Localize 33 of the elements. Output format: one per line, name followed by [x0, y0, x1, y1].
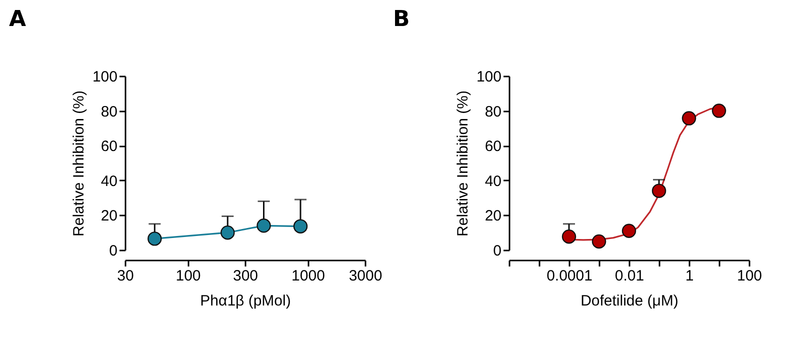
x-tick-label: 1000	[292, 268, 325, 284]
point	[592, 234, 606, 249]
x-tick-label: 1	[685, 268, 694, 284]
x-tick-label: 30	[117, 268, 134, 284]
x-tick-label: 300	[232, 268, 258, 284]
y-tick-label: 40	[484, 172, 502, 190]
point	[622, 224, 636, 238]
chart-title: A	[8, 7, 26, 32]
y-axis-title: Relative Inhibition (%)	[70, 90, 88, 236]
y-tick-label: 100	[476, 68, 502, 86]
x-axis-title: Phα1β (pMol)	[200, 292, 291, 310]
chart-title: B	[392, 7, 410, 32]
point	[562, 229, 576, 244]
y-tick-label: 40	[100, 172, 118, 190]
y-tick-label: 80	[484, 103, 502, 120]
y-tick-label: 60	[100, 138, 118, 156]
x-tick-label: 100	[176, 268, 201, 284]
y-tick-label: 0	[109, 242, 118, 260]
y-tick-label: 0	[493, 242, 502, 260]
x-tick-label: 100	[736, 268, 762, 284]
y-tick-label: 20	[100, 208, 118, 225]
y-tick-label: 100	[92, 68, 118, 86]
x-tick-label: 0.0001	[546, 268, 592, 284]
point	[712, 104, 726, 118]
x-axis-title: Dofetilide (μM)	[580, 292, 678, 310]
y-axis-title: Relative Inhibition (%)	[454, 90, 472, 236]
x-tick-label: 0.01	[614, 268, 644, 284]
y-tick-label: 60	[484, 138, 502, 156]
point	[682, 111, 696, 126]
y-tick-label: 20	[484, 208, 502, 225]
point	[652, 184, 666, 198]
y-tick-label: 80	[100, 103, 118, 120]
x-tick-label: 3000	[348, 268, 382, 284]
